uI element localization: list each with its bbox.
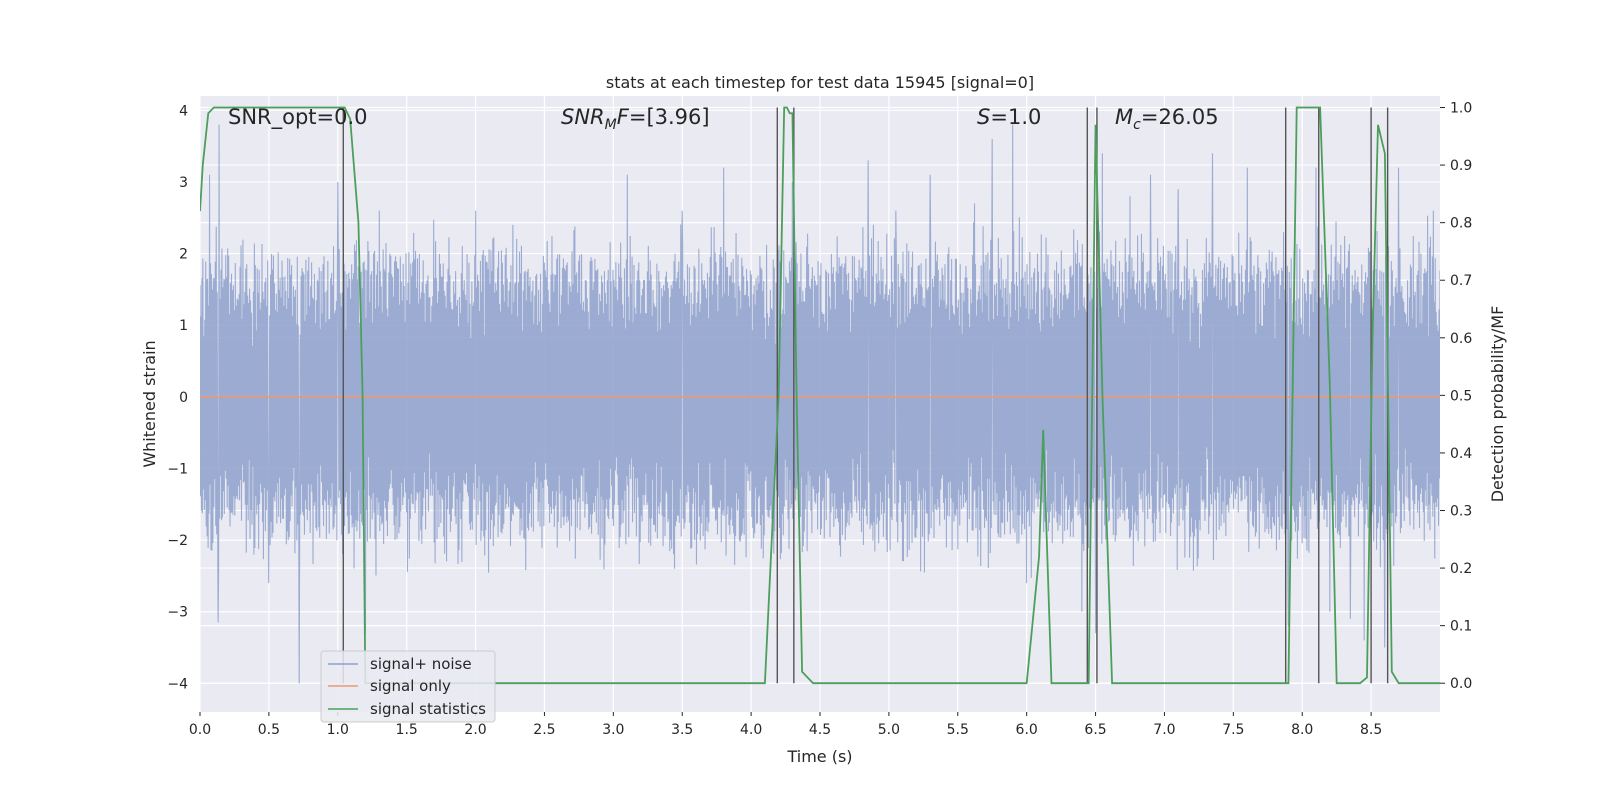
x-tick-label: 3.0 <box>602 722 624 738</box>
y-tick-label: −2 <box>167 533 188 549</box>
y-ticks-right: 0.0 0.1 0.2 0.3 0.4 0.5 0.6 0.7 0.8 0.9 1.0 <box>1440 101 1472 692</box>
x-tick-label: 8.5 <box>1360 722 1382 738</box>
x-tick-label: 2.0 <box>464 722 486 738</box>
x-axis-label: Time (s) <box>786 747 852 766</box>
y-tick-label-right: 0.4 <box>1450 446 1472 462</box>
y-tick-label: 3 <box>179 175 188 191</box>
y-tick-label: 4 <box>179 103 188 119</box>
y-tick-label-right: 0.1 <box>1450 619 1472 635</box>
annotation-mc: Mc=26.05 <box>1115 105 1219 133</box>
y-tick-label-right: 1.0 <box>1450 101 1472 117</box>
y-tick-label-right: 0.2 <box>1450 561 1472 577</box>
legend-box <box>320 650 496 723</box>
y-tick-label: 2 <box>179 247 188 263</box>
x-tick-label: 5.0 <box>878 722 900 738</box>
annotation-snr-mf: SNRMF=[3.96] <box>561 105 710 133</box>
x-tick-label: 4.0 <box>740 722 762 738</box>
y-tick-label-right: 0.6 <box>1450 331 1472 347</box>
x-tick-label: 1.5 <box>396 722 418 738</box>
legend-label-statistics: signal statistics <box>370 700 486 718</box>
x-tick-label: 7.5 <box>1222 722 1244 738</box>
x-tick-label: 1.0 <box>327 722 349 738</box>
x-tick-label: 0.0 <box>189 722 211 738</box>
y-axis-label-right: Detection probability/MF <box>1488 306 1507 503</box>
y-tick-label-right: 0.3 <box>1450 504 1472 520</box>
y-tick-label: 1 <box>179 318 188 334</box>
legend-label-noise: signal+ noise <box>370 655 472 673</box>
y-tick-label: −3 <box>167 605 188 621</box>
legend: signal+ noise signal only signal statist… <box>320 650 496 723</box>
x-tick-label: 7.0 <box>1153 722 1175 738</box>
noise-line <box>200 124 1440 684</box>
annotation-s-value: 1.0 <box>1008 105 1041 129</box>
annotation-s: S=1.0 <box>977 105 1041 129</box>
y-tick-label: −4 <box>167 676 188 692</box>
y-axis-label: Whitened strain <box>140 340 159 467</box>
x-tick-label: 0.5 <box>258 722 280 738</box>
x-tick-label: 8.0 <box>1291 722 1313 738</box>
y-tick-label-right: 0.7 <box>1450 273 1472 289</box>
y-tick-label-right: 0.9 <box>1450 158 1472 174</box>
noise-series <box>200 124 1440 684</box>
annotation-snr-opt: SNR_opt=0.0 <box>228 105 368 130</box>
x-tick-label: 6.0 <box>1016 722 1038 738</box>
y-ticks: −4 −3 −2 −1 0 1 2 3 4 <box>167 103 188 692</box>
y-tick-label: −1 <box>167 461 188 477</box>
legend-label-signal: signal only <box>370 677 451 695</box>
x-tick-label: 2.5 <box>533 722 555 738</box>
x-ticks: 0.0 0.5 1.0 1.5 2.0 2.5 3.0 3.5 4.0 4.5 5.0 5.5 6.0 6… <box>189 712 1382 738</box>
x-tick-label: 5.5 <box>947 722 969 738</box>
x-tick-label: 6.5 <box>1084 722 1106 738</box>
x-tick-label: 4.5 <box>809 722 831 738</box>
y-tick-label-right: 0.8 <box>1450 216 1472 232</box>
annotation-snr-mf-value: [3.96] <box>646 105 709 129</box>
signal-statistics-series <box>200 106 1440 685</box>
y-tick-label-right: 0.0 <box>1450 676 1472 692</box>
annotation-mc-value: 26.05 <box>1158 105 1218 129</box>
y-tick-label-right: 0.5 <box>1450 388 1472 404</box>
x-tick-label: 3.5 <box>671 722 693 738</box>
chart-title: stats at each timestep for test data 159… <box>606 73 1034 92</box>
y-tick-label: 0 <box>179 390 188 406</box>
signal-statistics-line <box>200 106 1440 685</box>
